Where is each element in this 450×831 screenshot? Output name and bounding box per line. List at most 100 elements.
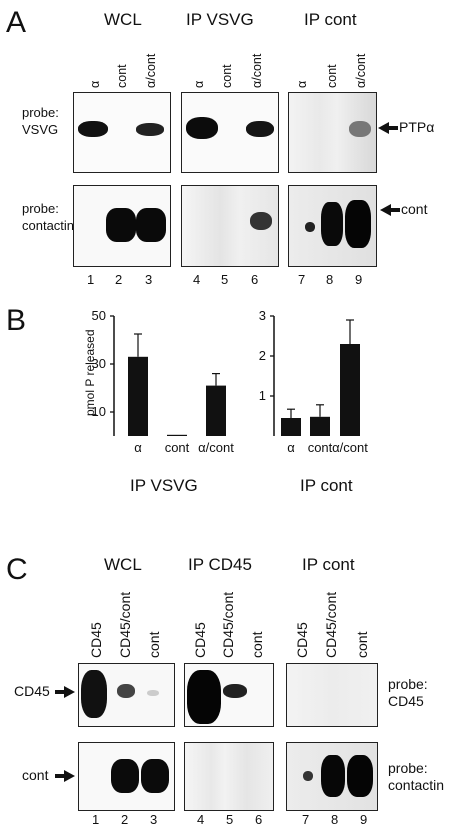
category-label-3: α/cont — [332, 440, 368, 455]
panel-a-lane-label-8: cont — [325, 64, 339, 88]
panel-a-lane-label-1: α — [88, 80, 102, 88]
panel-a-lane-label-4: α — [192, 80, 206, 88]
panel-b-caption-left: IP VSVG — [130, 476, 198, 495]
probe-label-name: CD45 — [388, 693, 424, 709]
probe-label-line: probe: — [22, 105, 59, 120]
panel-c-lane-number-3: 3 — [150, 812, 158, 827]
category-label-1: α — [287, 440, 295, 455]
bar-3 — [340, 344, 360, 436]
panel-c-lane-label-7: CD45 — [294, 622, 310, 658]
panel-a-lane-number-6: 6 — [251, 272, 259, 287]
y-tick-label-30: 30 — [92, 356, 106, 371]
blot-c-wcl-cd45 — [78, 663, 175, 727]
blot-c-wcl-contactin — [78, 742, 175, 811]
band — [345, 200, 371, 248]
y-tick-label-2: 2 — [259, 348, 266, 363]
panel-a-lane-label-9: α/cont — [354, 53, 368, 88]
panel-a-lane-number-5: 5 — [221, 272, 229, 287]
blot-c-ipcont-cd45 — [286, 663, 378, 727]
band — [246, 121, 274, 137]
panel-c-lane-number-9: 9 — [360, 812, 368, 827]
panel-c-lane-label-5: CD45/cont — [220, 591, 236, 658]
blot-a-ipcont-contactin — [288, 185, 377, 267]
chart-ip-vsvg: 10 30 50 α cont α/cont — [92, 308, 235, 455]
panel-c-group-ip-cont: IP cont — [302, 555, 355, 574]
band — [303, 771, 313, 781]
panel-a-probe-contactin: probe: contactin — [22, 200, 74, 234]
panel-b-letter: B — [6, 304, 27, 337]
probe-label-line: probe: — [388, 760, 428, 776]
bar-3 — [206, 385, 226, 436]
band — [305, 222, 315, 232]
blot-a-ipvsvg-vsvg — [181, 92, 279, 173]
band — [321, 202, 343, 246]
bar-1 — [128, 356, 148, 436]
panel-a-lane-label-3: α/cont — [144, 53, 158, 88]
band — [117, 684, 135, 698]
band — [250, 212, 272, 230]
probe-label-name: contactin — [388, 777, 445, 793]
panel-c-lane-label-9: cont — [354, 631, 370, 658]
panel-a-lane-label-7: α — [295, 80, 309, 88]
band — [147, 690, 159, 696]
arrow-right-icon — [55, 686, 75, 698]
band — [349, 121, 371, 137]
band — [111, 759, 139, 793]
panel-c-lane-number-5: 5 — [226, 812, 234, 827]
chart-ip-cont: 1 2 3 α cont α/cont — [259, 308, 368, 455]
panel-a-probe-vsvg: probe: VSVG — [22, 104, 59, 138]
panel-c-lane-number-7: 7 — [302, 812, 310, 827]
panel-b-caption-right: IP cont — [300, 476, 353, 495]
panel-c-lane-label-6: cont — [249, 631, 265, 658]
arrow-label-ptpa: PTPα — [399, 119, 435, 135]
panel-c-probe-cd45: probe: CD45 — [388, 676, 428, 710]
arrow-left-icon — [378, 122, 398, 134]
panel-a-lane-number-3: 3 — [145, 272, 153, 287]
panel-c-group-ip-cd45: IP CD45 — [188, 555, 252, 574]
y-tick-label-3: 3 — [259, 308, 266, 323]
arrow-label-cont-c: cont — [22, 767, 49, 783]
band — [136, 123, 164, 136]
blot-a-wcl-vsvg — [73, 92, 171, 173]
panel-a-group-ip-cont: IP cont — [304, 10, 357, 29]
panel-a-lane-label-2: cont — [115, 64, 129, 88]
bar-2 — [167, 434, 187, 436]
panel-c-lane-number-4: 4 — [197, 812, 205, 827]
band — [106, 208, 136, 242]
panel-a-lane-number-8: 8 — [326, 272, 334, 287]
panel-c-lane-label-2: CD45/cont — [117, 591, 133, 658]
bar-1 — [281, 418, 301, 436]
probe-label-name: VSVG — [22, 122, 59, 137]
arrow-label-cont: cont — [401, 201, 428, 217]
category-label-3: α/cont — [198, 440, 234, 455]
panel-a-lane-number-9: 9 — [355, 272, 363, 287]
panel-a-letter: A — [6, 6, 27, 39]
category-label-2: cont — [165, 440, 190, 455]
panel-c-lane-label-3: cont — [146, 631, 162, 658]
arrow-left-icon — [380, 204, 400, 216]
blot-c-ipcont-contactin — [286, 742, 378, 811]
panel-a-lane-label-6: α/cont — [250, 53, 264, 88]
panel-c-lane-number-2: 2 — [121, 812, 129, 827]
panel-a-group-ip-vsvg: IP VSVG — [186, 10, 254, 29]
blot-a-ipcont-vsvg — [288, 92, 377, 173]
probe-label-line: probe: — [388, 676, 428, 692]
panel-c-group-wcl: WCL — [104, 555, 142, 574]
arrow-right-icon — [55, 770, 75, 782]
y-tick-label-1: 1 — [259, 388, 266, 403]
band — [187, 670, 221, 724]
bar-2 — [310, 416, 330, 436]
category-label-2: cont — [308, 440, 333, 455]
panel-a-lane-number-2: 2 — [115, 272, 123, 287]
panel-a-group-wcl: WCL — [104, 10, 142, 29]
y-tick-label-10: 10 — [92, 404, 106, 419]
blot-c-ipcd45-contactin — [184, 742, 274, 811]
panel-c-lane-number-6: 6 — [255, 812, 263, 827]
panel-a-lane-number-1: 1 — [87, 272, 95, 287]
panel-c-letter: C — [6, 553, 28, 586]
y-tick-label-50: 50 — [92, 308, 106, 323]
arrow-label-cd45: CD45 — [14, 683, 50, 699]
category-label-1: α — [134, 440, 142, 455]
panel-a-lane-label-5: cont — [220, 64, 234, 88]
